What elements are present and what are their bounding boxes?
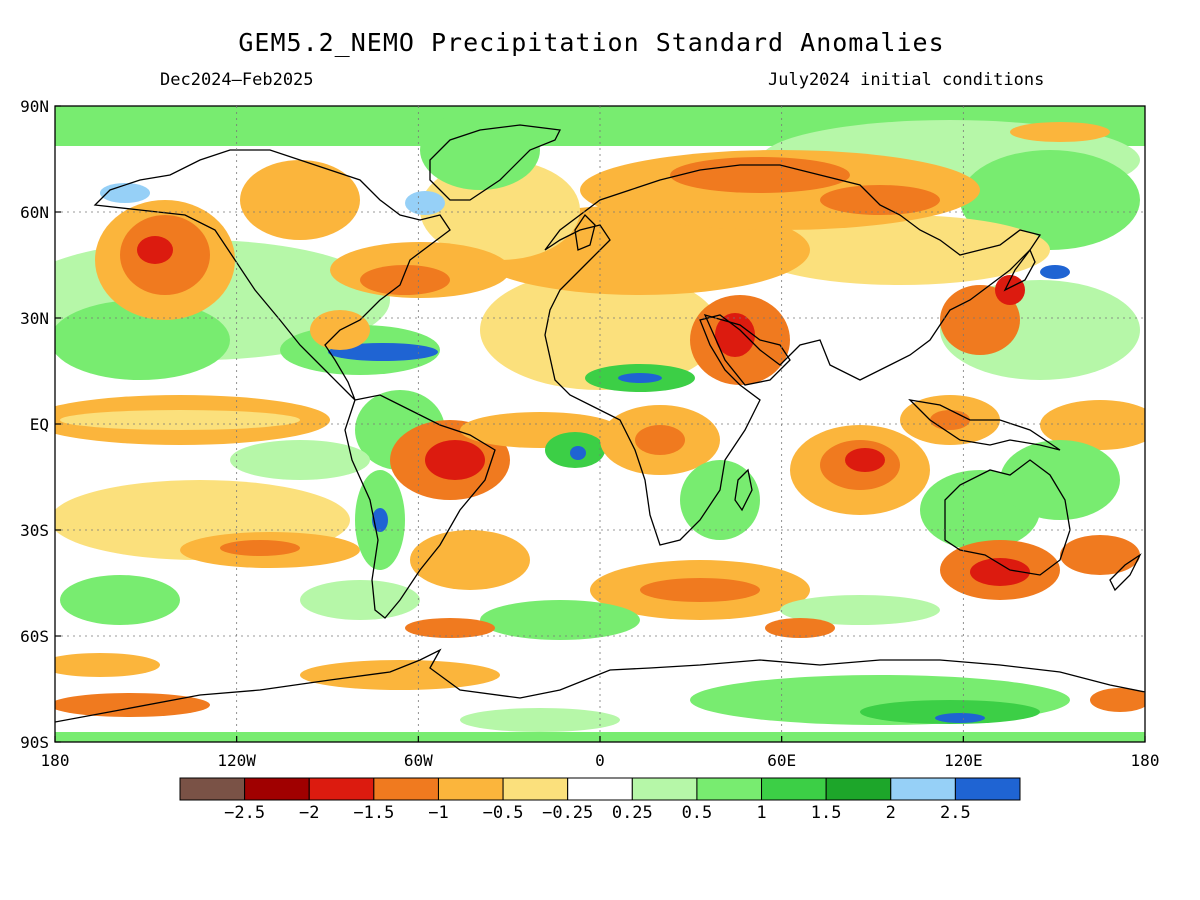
lat-tick-label: 90N bbox=[20, 97, 49, 116]
colorbar-swatch bbox=[437, 777, 504, 801]
forecast-period: Dec2024–Feb2025 bbox=[160, 70, 314, 90]
lon-tick-label: 60E bbox=[767, 751, 796, 770]
japan-coast bbox=[1003, 248, 1036, 292]
lat-tick-label: 90S bbox=[20, 733, 49, 752]
uk-coast bbox=[574, 213, 596, 251]
lat-tick-label: 30N bbox=[20, 309, 49, 328]
colorbar-label: −2 bbox=[299, 803, 319, 823]
colorbar-label: −2.5 bbox=[224, 803, 265, 823]
lat-tick-label: 60N bbox=[20, 203, 49, 222]
lon-tick-label: 60W bbox=[404, 751, 433, 770]
colorbar-label: 1.5 bbox=[811, 803, 842, 823]
colorbar-swatch bbox=[244, 777, 310, 801]
colorbar-label: −0.25 bbox=[542, 803, 593, 823]
europe-africa-coast bbox=[544, 164, 1042, 546]
new-zealand-coast bbox=[1109, 553, 1142, 592]
lat-tick-label: 30S bbox=[20, 521, 49, 540]
colorbar-label: 2.5 bbox=[940, 803, 971, 823]
colorbar-swatch bbox=[890, 777, 956, 801]
colorbar-labels: −2.5 −2 −1.5 −1 −0.5 −0.25 0.25 0.5 1 1.5 2 2.5 bbox=[224, 803, 971, 823]
lon-tick-label: 180 bbox=[41, 751, 70, 770]
colorbar-swatch bbox=[373, 777, 439, 801]
longitude-axis: 180 120W 60W 0 60E 120E 180 bbox=[41, 736, 1160, 770]
south-america-coast bbox=[344, 394, 496, 619]
lat-tick-label: 60S bbox=[20, 627, 49, 646]
initial-conditions: July2024 initial conditions bbox=[768, 70, 1045, 90]
colorbar-label: −1.5 bbox=[353, 803, 394, 823]
colorbar-label: 1 bbox=[756, 803, 766, 823]
lon-tick-label: 120E bbox=[944, 751, 983, 770]
chart-title: GEM5.2_NEMO Precipitation Standard Anoma… bbox=[238, 28, 945, 57]
colorbar-swatch bbox=[179, 777, 246, 801]
lon-tick-label: 180 bbox=[1131, 751, 1160, 770]
colorbar-label: −1 bbox=[428, 803, 448, 823]
north-america-coast bbox=[93, 149, 451, 401]
coastlines bbox=[55, 124, 1145, 723]
greenland-coast bbox=[429, 124, 561, 201]
colorbar-swatch bbox=[825, 777, 892, 801]
colorbar-label: 0.5 bbox=[682, 803, 713, 823]
colorbar-swatch bbox=[567, 777, 633, 801]
colorbar-label: 2 bbox=[886, 803, 896, 823]
madagascar-coast bbox=[734, 468, 753, 512]
lon-tick-label: 120W bbox=[217, 751, 256, 770]
anomaly-patches bbox=[55, 106, 1145, 742]
arabia-coast bbox=[703, 313, 791, 386]
antarctica-coast bbox=[55, 648, 1145, 723]
latitude-axis: 90N 60N 30N EQ 30S 60S 90S bbox=[20, 97, 61, 752]
colorbar-swatch bbox=[308, 777, 375, 801]
colorbar-swatch bbox=[761, 777, 827, 801]
anomaly-field bbox=[55, 106, 1145, 742]
gridlines bbox=[55, 106, 1145, 742]
colorbar-swatch bbox=[696, 777, 763, 801]
colorbar bbox=[179, 777, 1021, 801]
colorbar-swatch bbox=[954, 777, 1021, 801]
indonesia-coast bbox=[908, 399, 1061, 451]
lon-tick-label: 0 bbox=[595, 751, 605, 770]
colorbar-swatch bbox=[502, 777, 569, 801]
lat-tick-label: EQ bbox=[30, 415, 49, 434]
colorbar-swatch bbox=[631, 777, 698, 801]
colorbar-label: 0.25 bbox=[612, 803, 653, 823]
colorbar-label: −0.5 bbox=[483, 803, 524, 823]
